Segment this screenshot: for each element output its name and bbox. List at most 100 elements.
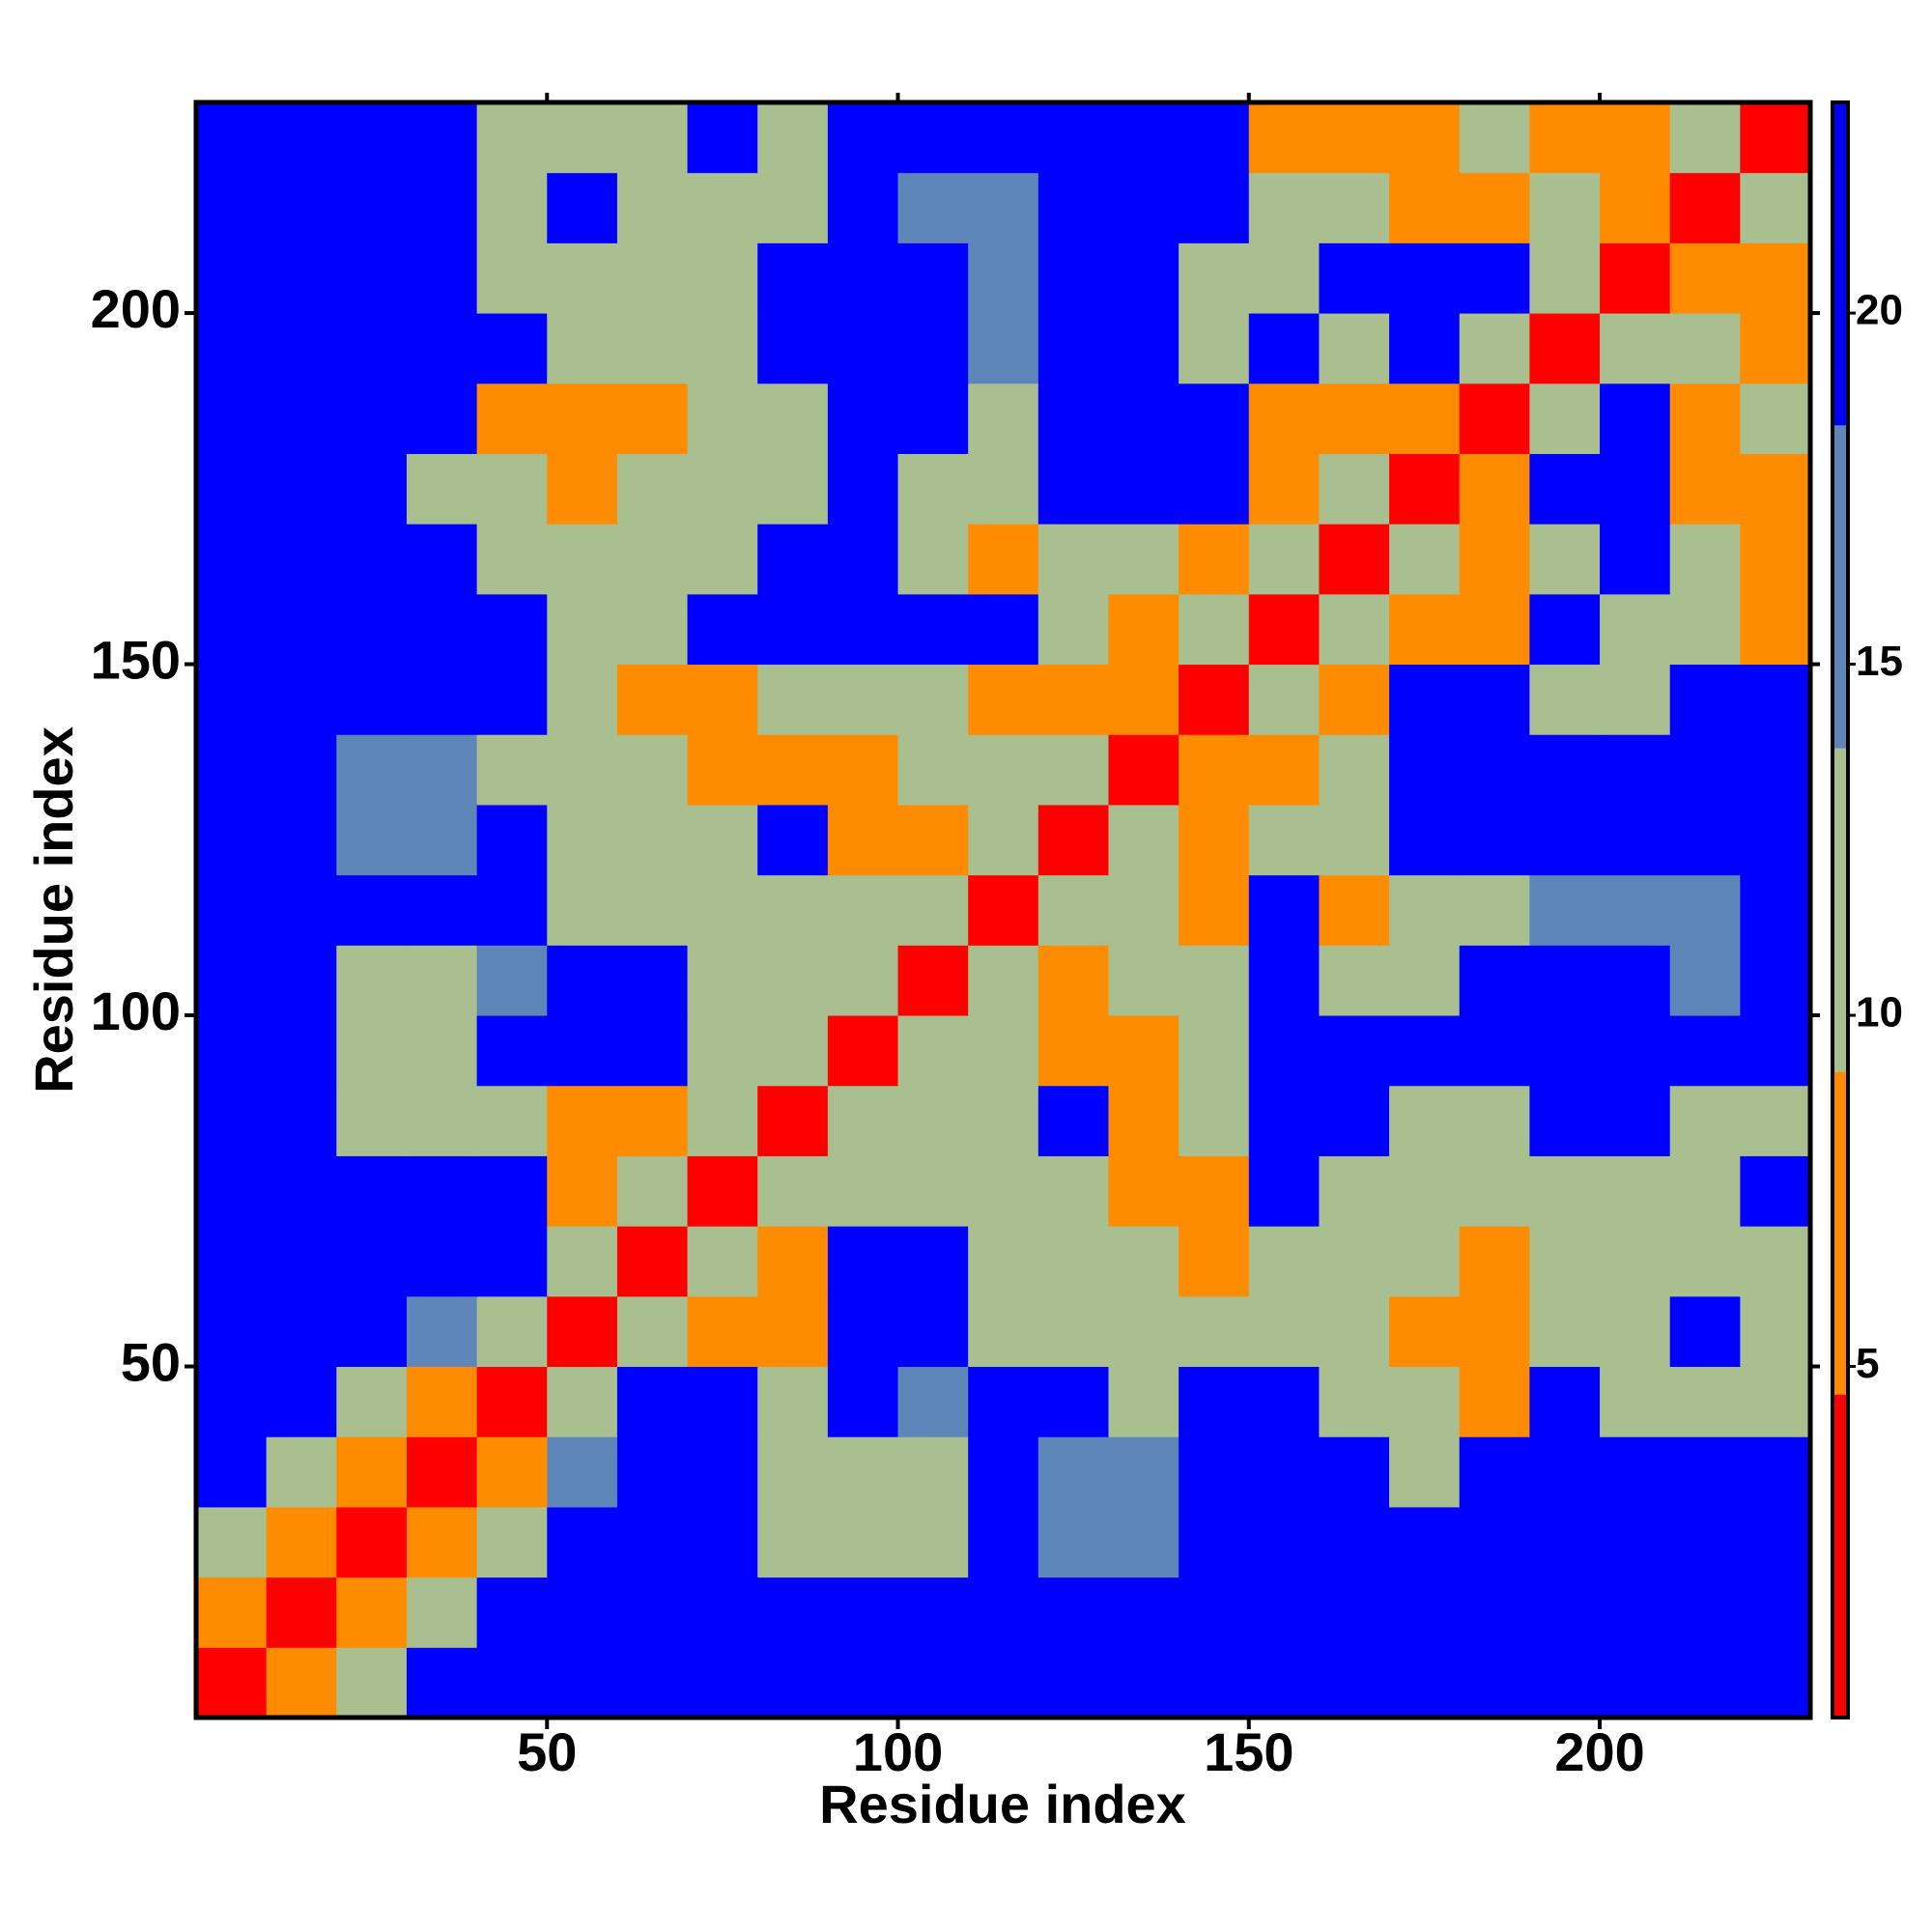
heatmap-cell	[1600, 1226, 1671, 1297]
y-tick-label: 150	[91, 629, 181, 690]
heatmap-cell	[1037, 313, 1109, 384]
heatmap-cell	[1108, 1015, 1179, 1087]
heatmap-cell	[968, 1155, 1039, 1227]
heatmap-cell	[897, 1577, 969, 1648]
heatmap-cell	[196, 804, 268, 876]
heatmap-cell	[897, 945, 969, 1016]
heatmap-cell	[1037, 1295, 1109, 1368]
heatmap-cell	[1319, 1436, 1390, 1508]
heatmap-cell	[968, 664, 1039, 735]
heatmap-cell	[687, 874, 758, 946]
heatmap-cell	[1389, 1577, 1461, 1648]
heatmap-cell	[547, 734, 618, 806]
heatmap-cell	[757, 242, 829, 314]
heatmap-cell	[616, 313, 689, 384]
heatmap-cell	[1108, 1155, 1179, 1227]
heatmap-cell	[968, 1577, 1039, 1648]
heatmap-cell	[1529, 1085, 1601, 1156]
heatmap-cell	[1740, 1647, 1811, 1719]
heatmap-cell	[968, 1015, 1039, 1087]
heatmap-cell	[1319, 1506, 1390, 1578]
heatmap-cell	[616, 1647, 689, 1719]
heatmap-cell	[196, 664, 268, 735]
heatmap-cell	[1740, 804, 1811, 876]
heatmap-cell	[476, 1647, 548, 1719]
heatmap-cell	[1600, 1085, 1671, 1156]
heatmap-cell	[1669, 1015, 1741, 1087]
heatmap-cell	[687, 1506, 758, 1578]
heatmap-cell	[1600, 102, 1671, 174]
heatmap-cell	[1600, 1436, 1671, 1508]
heatmap-cell	[1319, 804, 1390, 876]
heatmap-cell	[757, 874, 829, 946]
heatmap-cell	[1740, 734, 1811, 806]
heatmap-cell	[196, 945, 268, 1016]
heatmap-cell	[476, 313, 548, 384]
heatmap-cell	[476, 102, 548, 174]
heatmap-cell	[406, 874, 478, 946]
heatmap-cell	[547, 453, 618, 525]
heatmap-cell	[827, 874, 899, 946]
heatmap-cell	[897, 383, 969, 454]
heatmap-cell	[266, 1295, 337, 1368]
heatmap-cell	[1600, 172, 1671, 243]
heatmap-cell	[1179, 1647, 1250, 1719]
heatmap-cell	[1459, 874, 1530, 946]
heatmap-cell	[336, 1647, 408, 1719]
heatmap-cell	[757, 593, 829, 666]
heatmap-cell	[1529, 874, 1601, 946]
plot-frame	[193, 99, 1813, 1720]
heatmap-cell	[547, 102, 618, 174]
heatmap-cell	[1669, 383, 1741, 454]
heatmap-cell	[1108, 945, 1179, 1016]
heatmap-cell	[1248, 1015, 1320, 1087]
heatmap-cell	[1459, 313, 1530, 384]
heatmap-cell	[616, 102, 689, 174]
heatmap-cell	[1108, 242, 1179, 314]
heatmap-cell	[336, 593, 408, 666]
heatmap-cell	[1389, 1506, 1461, 1578]
heatmap-cell	[757, 453, 829, 525]
heatmap-cell	[196, 102, 268, 174]
heatmap-cell	[1248, 874, 1320, 946]
heatmap-cell	[1108, 1085, 1179, 1156]
heatmap-cell	[1248, 383, 1320, 454]
heatmap-cell	[1459, 1085, 1530, 1156]
heatmap-cell	[968, 1436, 1039, 1508]
heatmap-cell	[476, 593, 548, 666]
heatmap-cell	[1179, 1436, 1250, 1508]
heatmap-cell	[1319, 524, 1390, 595]
heatmap-cell	[1740, 1085, 1811, 1156]
heatmap-cell	[547, 1155, 618, 1227]
heatmap-cell	[827, 313, 899, 384]
heatmap-cell	[1740, 1436, 1811, 1508]
heatmap-cell	[1389, 1085, 1461, 1156]
heatmap-cell	[1600, 383, 1671, 454]
heatmap-cell	[827, 453, 899, 525]
heatmap-cell	[476, 734, 548, 806]
heatmap-cell	[266, 524, 337, 595]
heatmap-cell	[1389, 1226, 1461, 1297]
heatmap-cell	[897, 242, 969, 314]
heatmap-cell	[1459, 734, 1530, 806]
heatmap-cell	[687, 1295, 758, 1368]
heatmap-cell	[897, 593, 969, 666]
heatmap-cell	[336, 664, 408, 735]
heatmap-cell	[547, 1226, 618, 1297]
heatmap-cell	[1600, 242, 1671, 314]
heatmap-cell	[687, 1226, 758, 1297]
heatmap-cell	[687, 242, 758, 314]
heatmap-cell	[897, 1155, 969, 1227]
heatmap-cell	[1669, 453, 1741, 525]
x-tick-label: 50	[517, 1721, 577, 1782]
heatmap-cell	[1600, 1577, 1671, 1648]
heatmap-cell	[968, 453, 1039, 525]
heatmap-cell	[1319, 1015, 1390, 1087]
heatmap-cells	[196, 102, 1811, 1719]
heatmap-cell	[1179, 453, 1250, 525]
heatmap-cell	[1669, 242, 1741, 314]
heatmap-cell	[757, 524, 829, 595]
heatmap-cell	[196, 1647, 268, 1719]
heatmap-cell	[1248, 1436, 1320, 1508]
heatmap-cell	[476, 945, 548, 1016]
